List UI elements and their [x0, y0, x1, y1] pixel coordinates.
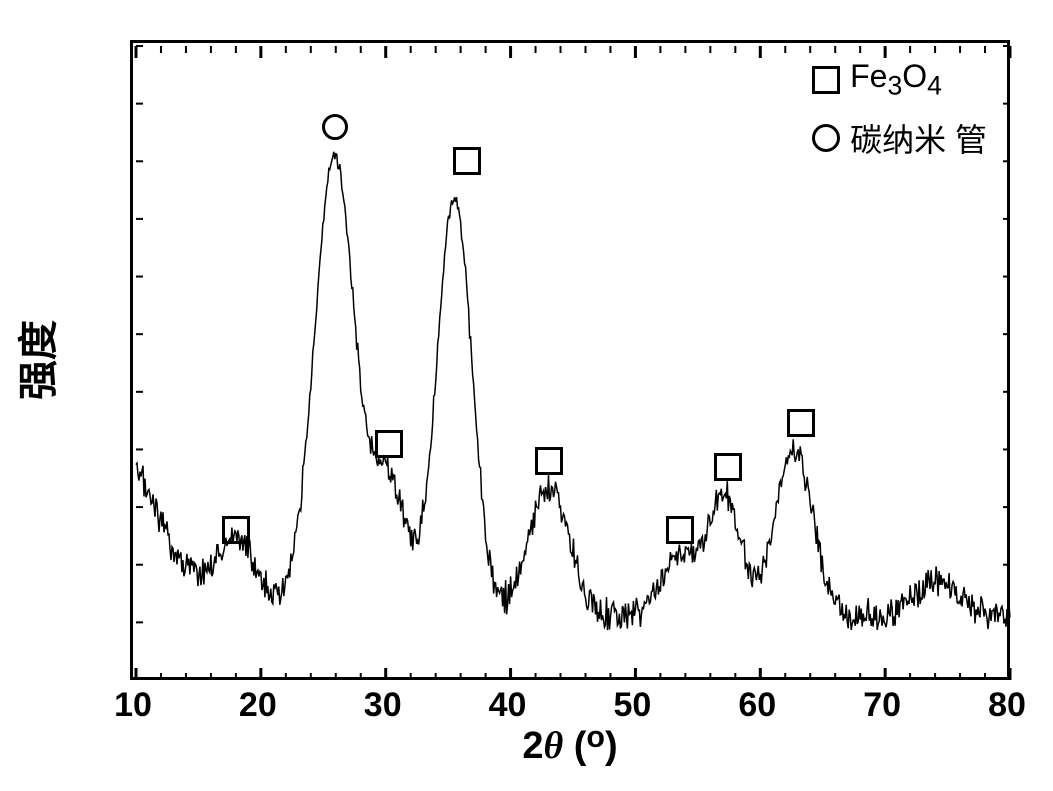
- legend: Fe3O4 碳纳米 管: [812, 58, 987, 161]
- x-tick-label: 20: [239, 686, 277, 725]
- square-marker: [535, 447, 563, 475]
- x-tick-label: 70: [863, 686, 901, 725]
- square-marker: [375, 430, 403, 458]
- x-tick-label: 60: [738, 686, 776, 725]
- square-icon: [812, 66, 840, 94]
- plot-area: Fe3O4 碳纳米 管: [130, 40, 1010, 680]
- square-marker: [666, 516, 694, 544]
- legend-label: 碳纳米 管: [850, 115, 987, 161]
- square-marker: [787, 409, 815, 437]
- square-marker: [453, 147, 481, 175]
- x-tick-label: 40: [489, 686, 527, 725]
- y-axis-label: 强度: [6, 320, 64, 400]
- legend-label: Fe3O4: [850, 58, 942, 101]
- x-tick-label: 30: [364, 686, 402, 725]
- x-tick-label: 80: [988, 686, 1026, 725]
- square-marker: [222, 516, 250, 544]
- square-marker: [714, 453, 742, 481]
- circle-marker: [322, 114, 348, 140]
- x-tick-label: 50: [614, 686, 652, 725]
- x-axis-label: 2θ (o): [522, 724, 617, 768]
- x-tick-label: 10: [114, 686, 152, 725]
- legend-item: Fe3O4: [812, 58, 987, 101]
- legend-item: 碳纳米 管: [812, 115, 987, 161]
- circle-icon: [812, 124, 840, 152]
